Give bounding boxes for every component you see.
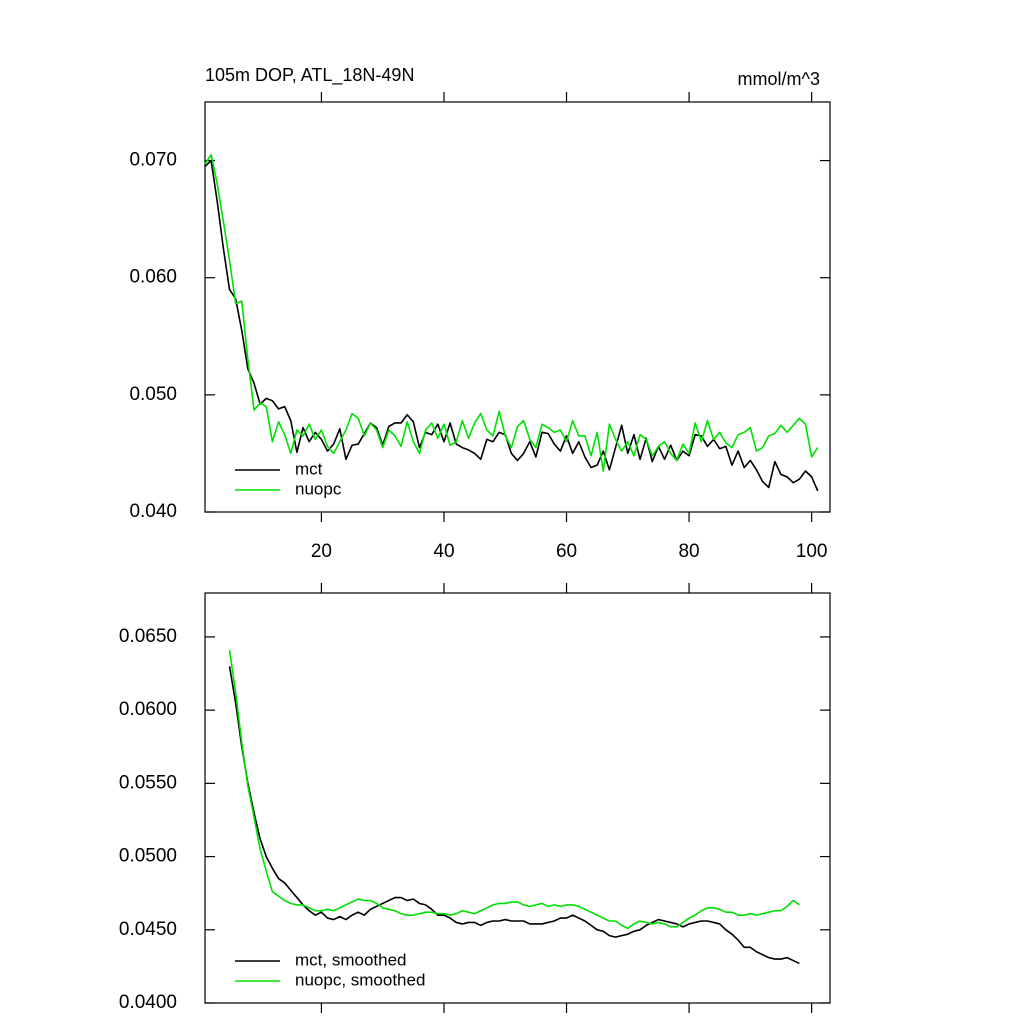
data-line (228, 666, 800, 965)
data-line (204, 153, 819, 472)
x-tick-label: 60 (556, 541, 577, 562)
x-tick-label: 100 (796, 541, 828, 562)
data-line (228, 649, 800, 930)
x-tick-label: 80 (678, 541, 699, 562)
y-tick-label: 0.0650 (119, 626, 177, 647)
chart-title: 105m DOP, ATL_18N-49N (205, 65, 414, 86)
y-tick-label: 0.0450 (119, 919, 177, 940)
y-tick-label: 0.050 (129, 384, 177, 405)
legend-label: nuopc (295, 479, 342, 498)
x-tick-label: 20 (311, 541, 332, 562)
y-tick-label: 0.070 (129, 150, 177, 171)
y-tick-label: 0.0600 (119, 699, 177, 720)
data-line (204, 159, 819, 492)
y-tick-label: 0.0550 (119, 772, 177, 793)
y-tick-label: 0.0500 (119, 846, 177, 867)
y-tick-label: 0.060 (129, 267, 177, 288)
plot-frame (204, 101, 831, 513)
legend-label: mct, smoothed (295, 950, 407, 969)
legend-label: mct (295, 459, 323, 478)
plot-frame (204, 592, 831, 1004)
units-label: mmol/m^3 (738, 69, 820, 89)
x-tick-label: 40 (433, 541, 454, 562)
y-tick-label: 0.040 (129, 501, 177, 522)
legend-label: nuopc, smoothed (295, 970, 425, 989)
y-tick-label: 0.0400 (119, 992, 177, 1013)
